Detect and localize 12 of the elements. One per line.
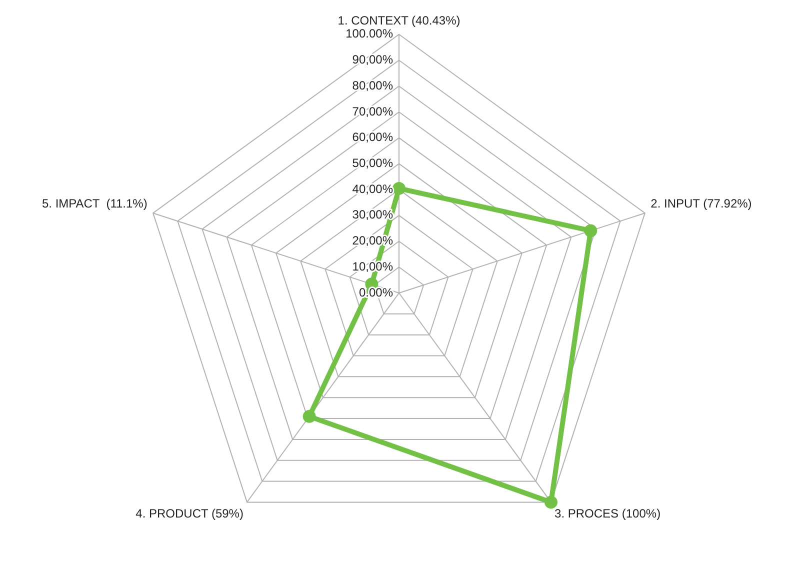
y-tick-label: 80,00% [352,78,394,92]
y-tick-label: 90,00% [352,52,394,67]
y-tick-label: 50,00% [352,156,394,170]
spoke-label: 4. PRODUCT (59%) [136,506,244,521]
y-tick-label: 60,00% [352,130,394,144]
y-tick-label: 100.00% [346,26,394,41]
spoke-label: 3. PROCES (100%) [554,506,661,521]
spoke-label: 1. CONTEXT (40.43%) [338,14,460,28]
y-tick-label: 40,00% [352,182,394,196]
y-tick-label: 70,00% [352,104,394,118]
spoke-label: 5. IMPACT (11.1%) [42,196,148,210]
spoke-label: 2. INPUT (77.92%) [650,196,752,210]
